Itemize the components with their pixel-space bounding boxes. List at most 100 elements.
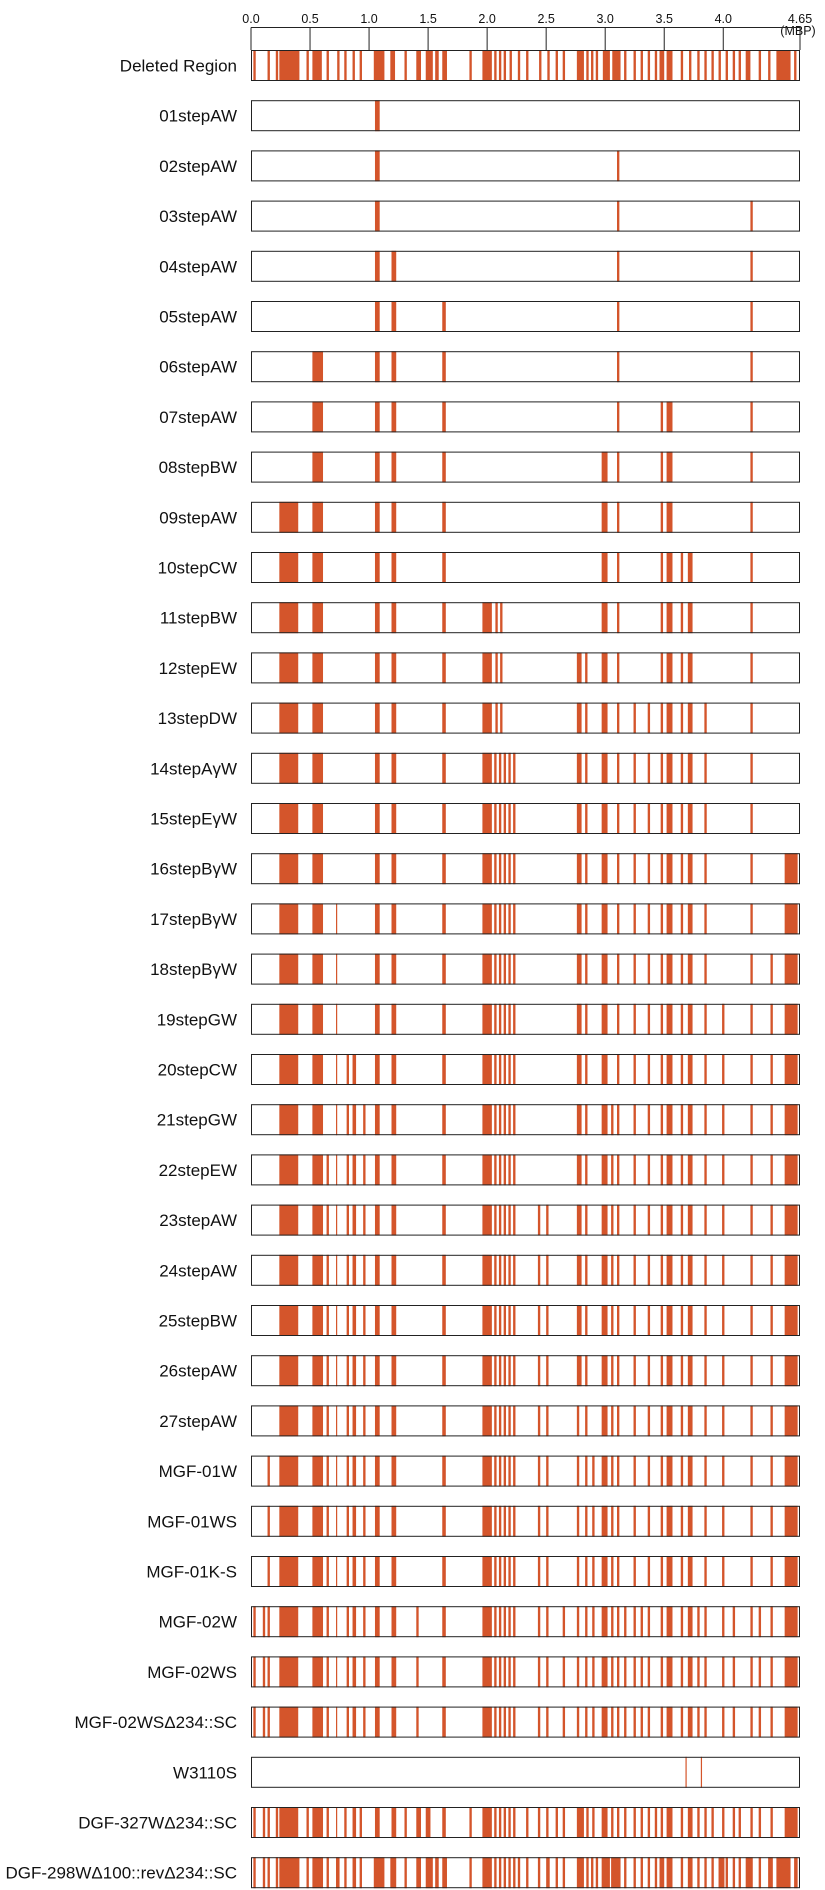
deleted-region-bar <box>513 903 516 935</box>
deleted-region-bar <box>500 602 503 634</box>
deleted-region-bar <box>253 1706 256 1738</box>
deleted-region-bar <box>374 803 380 834</box>
row-frame <box>251 1405 800 1437</box>
deleted-region-bar <box>680 953 684 985</box>
deleted-region-bar <box>666 1104 673 1136</box>
x-tick-label: 1.5 <box>419 12 436 26</box>
deleted-region-bar <box>592 1706 595 1738</box>
deleted-region-bar <box>576 652 582 684</box>
deleted-region-bar <box>374 200 380 232</box>
deleted-region-bar <box>617 1455 620 1487</box>
deleted-region-bar <box>513 1606 516 1638</box>
deleted-region-bar <box>784 1003 798 1035</box>
deleted-region-bar <box>660 602 664 634</box>
deleted-region-bar <box>537 1505 541 1537</box>
deleted-region-bar <box>784 1104 798 1136</box>
deleted-region-bar <box>346 1254 349 1286</box>
deleted-region-bar <box>498 953 502 985</box>
deleted-region-bar <box>374 301 380 332</box>
deleted-region-bar <box>391 451 397 483</box>
deleted-region-bar <box>647 1355 651 1387</box>
deleted-region-bar <box>526 50 529 81</box>
deleted-region-bar <box>601 1305 608 1336</box>
deleted-region-bar <box>391 501 397 533</box>
deleted-region-bar <box>494 1606 497 1638</box>
row-frame <box>251 1305 800 1336</box>
deleted-region-bar <box>647 1305 651 1336</box>
deleted-region-bar <box>680 1656 684 1688</box>
deleted-region-bar <box>352 1505 357 1537</box>
deleted-region-bar <box>312 451 324 483</box>
deleted-region-bar <box>537 1204 541 1236</box>
deleted-region-bar <box>346 1204 349 1236</box>
row-frame <box>251 50 800 81</box>
deleted-region-bar <box>704 1656 707 1688</box>
row-label: 04stepAW <box>159 257 237 276</box>
deleted-region-bar <box>482 1305 492 1336</box>
deleted-region-bar <box>722 1204 725 1236</box>
deleted-region-bar <box>666 652 673 684</box>
deleted-region-bar <box>374 602 380 634</box>
deleted-region-bar <box>585 953 588 985</box>
deleted-region-bar <box>617 803 620 834</box>
row-label: 26stepAW <box>159 1362 237 1381</box>
deleted-region-bar <box>336 1254 338 1286</box>
deleted-region-bar <box>666 1254 673 1286</box>
deleted-region-bar <box>680 752 684 784</box>
deleted-region-bar <box>359 50 362 81</box>
deleted-region-bar <box>732 1706 736 1738</box>
deleted-region-bar <box>750 602 753 634</box>
deleted-region-bar <box>373 1857 385 1889</box>
deleted-region-bar <box>732 1857 736 1889</box>
row-frame <box>251 1606 800 1638</box>
deleted-region-bar <box>312 953 324 985</box>
deleted-region-bar <box>592 1807 595 1838</box>
row-frame <box>251 1254 800 1286</box>
deleted-region-bar <box>498 853 502 885</box>
strain-row: 18stepBγW <box>150 953 800 985</box>
deleted-region-bar <box>275 1807 279 1838</box>
deleted-region-bar <box>498 1254 502 1286</box>
deleted-region-bar <box>647 1807 651 1838</box>
deleted-region-bar <box>498 1606 502 1638</box>
row-frame <box>251 451 800 483</box>
deleted-region-bar <box>267 1556 270 1587</box>
deleted-region-bar <box>601 1355 608 1387</box>
deleted-region-bar <box>503 1455 507 1487</box>
deleted-region-bar <box>784 1606 798 1638</box>
deleted-region-bar <box>498 1405 502 1437</box>
deleted-region-bar <box>442 1405 446 1437</box>
row-label: 24stepAW <box>159 1261 237 1280</box>
deleted-region-bar <box>363 1656 366 1688</box>
deleted-region-bar <box>498 50 502 81</box>
row-frame <box>251 1556 800 1587</box>
row-label: 06stepAW <box>159 358 237 377</box>
deleted-region-bar <box>435 50 439 81</box>
deleted-region-bar <box>722 1054 725 1085</box>
deleted-region-bar <box>546 1405 549 1437</box>
deleted-region-bar <box>750 1204 753 1236</box>
deleted-region-bar <box>509 50 512 81</box>
deleted-region-bar <box>513 1505 516 1537</box>
deleted-region-bar <box>585 1606 588 1638</box>
deleted-region-bar <box>279 903 299 935</box>
deleted-region-bar <box>336 1355 338 1387</box>
deleted-region-bar <box>363 1154 366 1186</box>
deleted-region-bar <box>326 1606 329 1638</box>
deleted-region-bar <box>336 1807 338 1838</box>
deleted-region-bar <box>508 1706 511 1738</box>
deleted-region-bar <box>711 1807 714 1838</box>
deleted-region-bar <box>262 1706 266 1738</box>
deleted-region-bar <box>770 1556 773 1587</box>
strain-row: 17stepBγW <box>150 903 800 935</box>
deleted-region-bar <box>503 1606 507 1638</box>
deleted-region-bar <box>508 1254 511 1286</box>
row-background <box>251 250 800 282</box>
deleted-region-bar <box>585 803 588 834</box>
deleted-region-bar <box>666 752 673 784</box>
deleted-region-bar <box>660 401 664 433</box>
deleted-region-bar <box>697 1706 700 1738</box>
deleted-region-bar <box>687 1355 693 1387</box>
deleted-region-bar <box>770 1305 773 1336</box>
deleted-region-bar <box>687 1857 693 1889</box>
